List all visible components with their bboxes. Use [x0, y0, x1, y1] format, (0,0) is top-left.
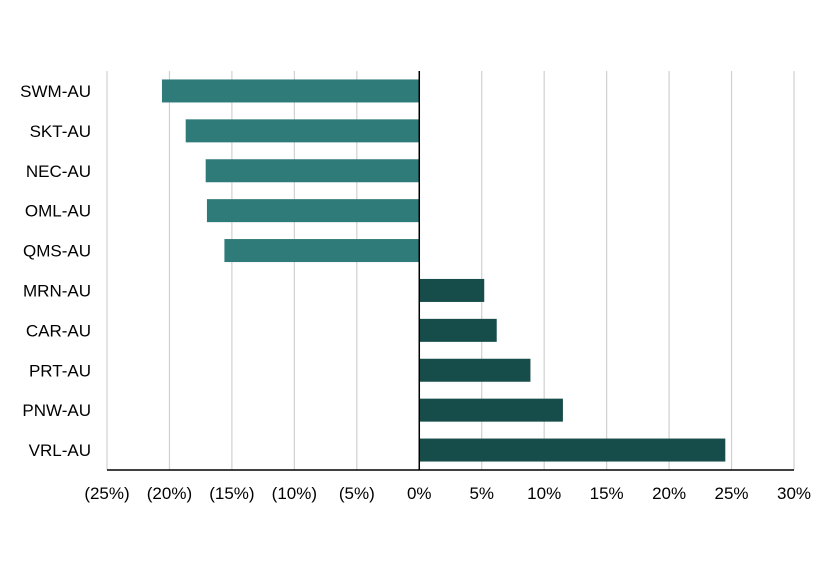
x-tick-label: (5%) [339, 484, 375, 503]
x-tick-label: 15% [590, 484, 624, 503]
bar-oml-au [206, 199, 420, 223]
x-tick-label: (15%) [209, 484, 254, 503]
bar-nec-au [205, 159, 420, 183]
category-label: OML-AU [25, 202, 91, 221]
category-label: NEC-AU [26, 162, 91, 181]
x-tick-label: 20% [652, 484, 686, 503]
x-tick-label: 5% [469, 484, 494, 503]
x-tick-label: 10% [527, 484, 561, 503]
tick-labels: (25%) (20%) (15%) (10%) (5%) 0% 5% 10% 15% 20% 25%… [84, 484, 811, 503]
x-tick-label: 0% [407, 484, 432, 503]
category-labels: SWM-AU SKT-AU NEC-AU OML-AU QMS-AU MRN-AU CAR-… [20, 82, 91, 460]
category-label: CAR-AU [26, 321, 91, 340]
bar-car-au [419, 318, 497, 342]
x-tick-label: (20%) [147, 484, 192, 503]
category-label: SWM-AU [20, 82, 91, 101]
category-label: PNW-AU [22, 401, 91, 420]
category-label: QMS-AU [23, 242, 91, 261]
x-tick-label: (25%) [84, 484, 129, 503]
bar-skt-au [185, 119, 420, 143]
axes [107, 71, 794, 471]
bar-mrn-au [419, 278, 485, 302]
bar-swm-au [161, 79, 420, 103]
bars [161, 79, 726, 462]
category-label: VRL-AU [29, 441, 91, 460]
category-label: PRT-AU [29, 361, 91, 380]
bar-prt-au [419, 358, 531, 382]
bar-pnw-au [419, 398, 563, 422]
x-tick-label: 30% [777, 484, 811, 503]
category-label: SKT-AU [30, 122, 91, 141]
category-label: MRN-AU [23, 281, 91, 300]
bar-vrl-au [419, 438, 726, 462]
bar-qms-au [224, 239, 420, 263]
x-tick-label: (10%) [272, 484, 317, 503]
x-tick-label: 25% [715, 484, 749, 503]
